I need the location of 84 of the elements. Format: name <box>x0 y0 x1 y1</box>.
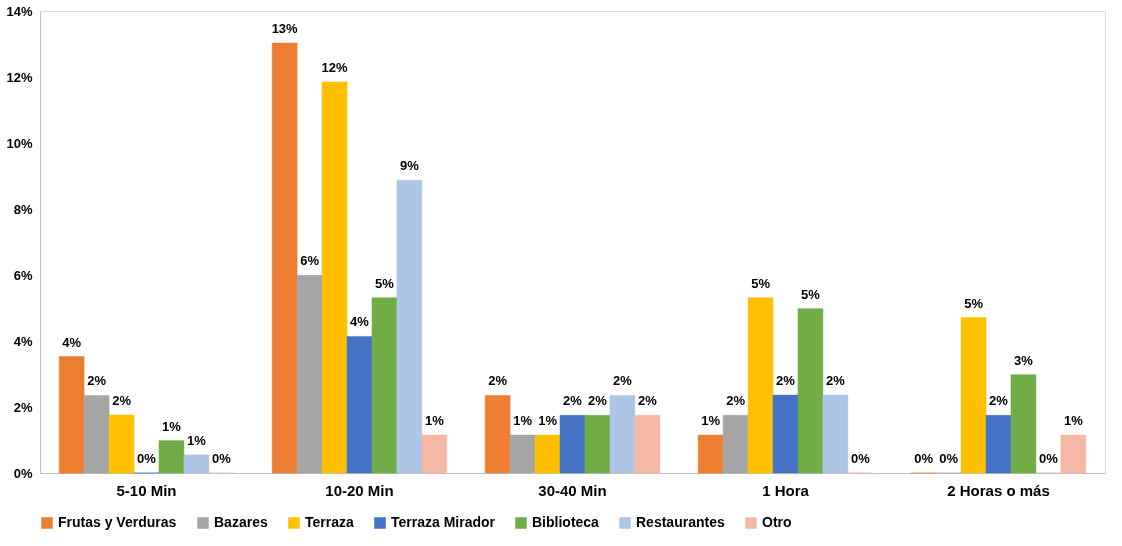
legend-label: Otro <box>762 514 792 530</box>
data-label: 0% <box>939 451 959 466</box>
data-label: 5% <box>801 286 821 302</box>
bar <box>697 434 724 474</box>
bar <box>183 454 210 474</box>
data-label: 2% <box>588 393 608 409</box>
data-label: 9% <box>400 158 420 174</box>
data-label: 5% <box>751 275 771 291</box>
data-label: 2% <box>637 393 658 409</box>
bar <box>396 180 423 474</box>
data-label: 2% <box>613 373 633 389</box>
data-label: 13% <box>271 21 299 37</box>
data-label: 1% <box>187 432 207 448</box>
bar <box>584 415 611 474</box>
x-tick-label: 10-20 Min <box>325 481 394 499</box>
legend-label: Terraza <box>305 514 354 530</box>
legend-label: Restaurantes <box>636 514 725 530</box>
data-label: 4% <box>350 314 370 330</box>
data-label: 12% <box>321 59 348 75</box>
bar <box>985 415 1012 474</box>
data-label: 0% <box>1039 451 1059 466</box>
data-label: 0% <box>211 451 232 466</box>
data-label: 1% <box>424 413 445 429</box>
data-label: 1% <box>513 413 533 429</box>
data-label: 0% <box>137 451 157 466</box>
bar <box>722 415 749 474</box>
bar <box>797 308 824 474</box>
data-label: 1% <box>162 418 182 434</box>
data-label: 2% <box>989 393 1009 409</box>
data-label: 2% <box>776 373 796 389</box>
data-label: 6% <box>300 253 320 269</box>
data-label: 1% <box>538 413 558 429</box>
bar <box>83 395 110 474</box>
bar <box>960 317 987 474</box>
y-tick-label: 10% <box>6 135 33 151</box>
bar <box>534 434 561 474</box>
x-tick-label: 2 Horas o más <box>947 481 1050 499</box>
x-tick-label: 1 Hora <box>762 481 810 499</box>
bar <box>1060 434 1087 474</box>
data-label: 2% <box>563 393 583 409</box>
bar <box>509 434 536 474</box>
data-label: 1% <box>701 413 721 429</box>
data-label: 4% <box>62 334 82 350</box>
y-tick-label: 2% <box>13 399 33 415</box>
bar <box>484 395 511 474</box>
x-tick-label: 30-40 Min <box>538 481 607 499</box>
y-tick-label: 4% <box>13 333 33 349</box>
data-label: 1% <box>1063 413 1084 429</box>
legend-label: Bazares <box>214 514 268 530</box>
bar <box>271 42 298 474</box>
bar <box>609 395 636 474</box>
y-tick-label: 8% <box>13 201 33 217</box>
bar <box>58 356 85 474</box>
bar <box>822 394 849 474</box>
data-label: 0% <box>914 451 934 466</box>
data-label: 3% <box>1014 352 1034 368</box>
bar <box>747 297 774 474</box>
bar <box>772 394 799 474</box>
legend-label: Frutas y Verduras <box>58 514 177 530</box>
legend-label: Biblioteca <box>532 514 600 530</box>
data-label: 0% <box>850 451 871 466</box>
bar <box>108 414 135 474</box>
bar <box>1010 374 1037 474</box>
bar <box>559 415 586 474</box>
data-label: 5% <box>375 275 395 291</box>
data-label: 2% <box>87 373 107 389</box>
data-label: 5% <box>964 295 984 311</box>
legend-label: Terraza Mirador <box>391 514 496 530</box>
x-tick-label: 5-10 Min <box>116 481 177 499</box>
bar <box>321 81 348 474</box>
y-tick-label: 12% <box>6 69 33 85</box>
bar <box>346 336 373 474</box>
data-label: 2% <box>112 392 132 408</box>
y-tick-label: 14% <box>6 3 33 19</box>
data-label: 2% <box>488 373 508 389</box>
y-tick-label: 6% <box>13 267 33 283</box>
data-label: 2% <box>726 393 746 409</box>
bar <box>421 434 448 474</box>
bar <box>158 440 185 474</box>
bar <box>634 415 661 474</box>
bar <box>371 297 398 474</box>
data-label: 2% <box>826 373 846 389</box>
bar <box>296 275 323 474</box>
y-tick-label: 0% <box>13 465 33 481</box>
